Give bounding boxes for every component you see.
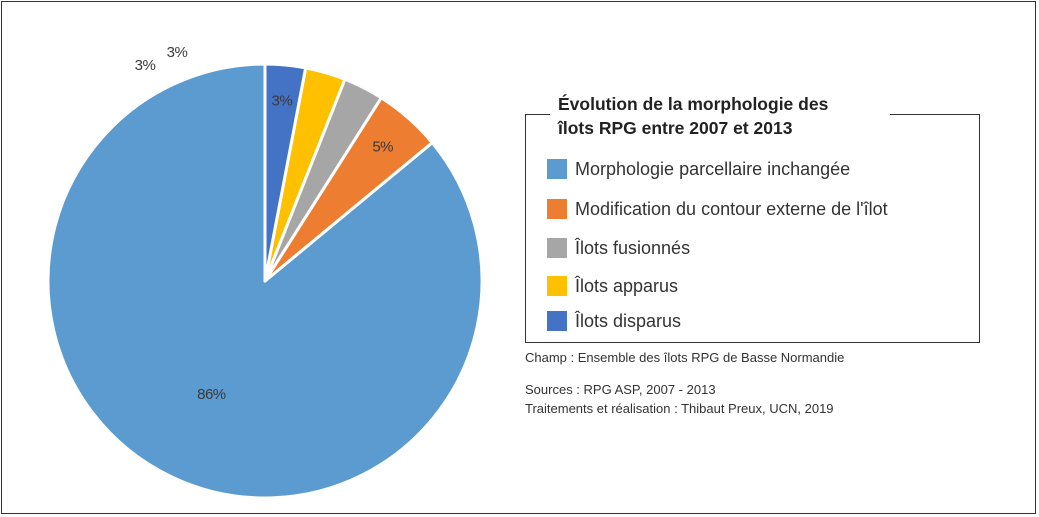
data-label: 86% <box>197 386 226 403</box>
legend-label: Modification du contour externe de l'îlo… <box>575 198 888 219</box>
legend-item-fusionnes: Îlots fusionnés <box>547 236 690 260</box>
data-label: 3% <box>167 44 188 61</box>
legend-item-inchangee: Morphologie parcellaire inchangée <box>547 157 850 181</box>
legend-label: Îlots fusionnés <box>575 237 691 258</box>
slice-disparus <box>263 62 308 283</box>
note-traitements: Traitements et réalisation : Thibaut Pre… <box>525 401 834 416</box>
legend-swatch <box>547 238 567 258</box>
legend-title-line-1: Évolution de la morphologie des <box>558 94 829 114</box>
legend-title: Évolution de la morphologie des îlots RP… <box>550 92 890 140</box>
note-sources: Sources : RPG ASP, 2007 - 2013 <box>525 382 716 397</box>
legend-label: Îlots disparus <box>575 310 682 331</box>
legend-label: Îlots apparus <box>575 275 679 296</box>
legend-swatch <box>547 199 567 219</box>
note-champ: Champ : Ensemble des îlots RPG de Basse … <box>525 350 845 365</box>
legend-swatch <box>547 159 567 179</box>
legend-item-disparus: Îlots disparus <box>547 309 681 333</box>
legend-title-line-2: îlots RPG entre 2007 et 2013 <box>558 118 793 138</box>
data-label: 3% <box>272 93 293 110</box>
legend-swatch <box>547 276 567 296</box>
data-label: 5% <box>372 138 393 155</box>
legend-item-modification: Modification du contour externe de l'îlo… <box>547 197 888 221</box>
legend-label: Morphologie parcellaire inchangée <box>575 158 851 179</box>
legend-swatch <box>547 311 567 331</box>
data-label: 3% <box>135 57 156 74</box>
legend-item-apparus: Îlots apparus <box>547 274 678 298</box>
